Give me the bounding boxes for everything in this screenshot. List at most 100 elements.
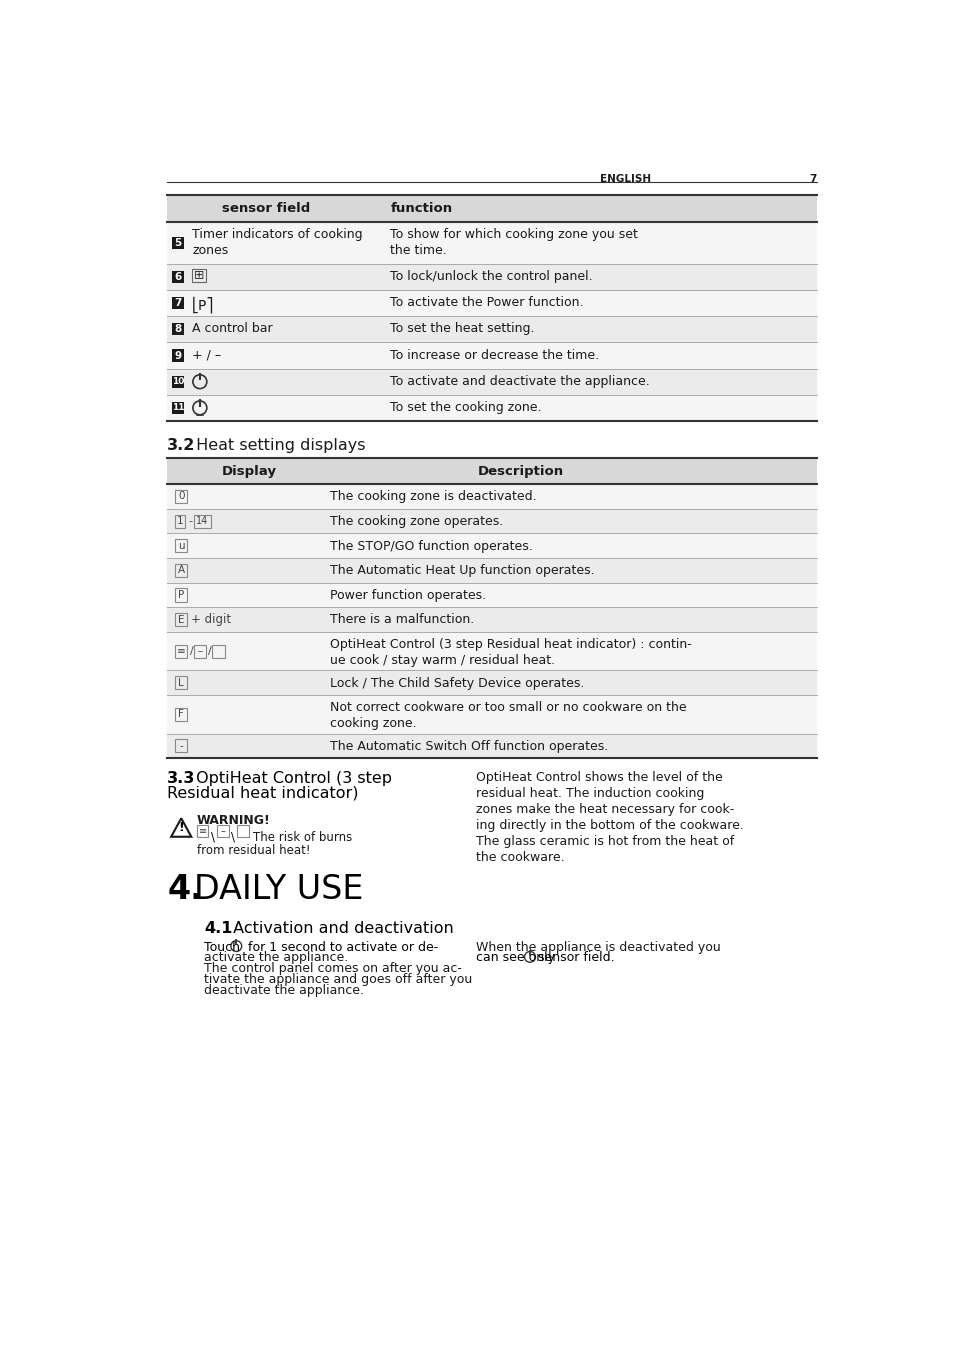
Text: The risk of burns: The risk of burns xyxy=(253,830,352,844)
Text: 10: 10 xyxy=(172,377,184,387)
Text: sensor field: sensor field xyxy=(221,201,310,215)
Text: 3.2: 3.2 xyxy=(167,438,195,453)
Text: Not correct cookware or too small or no cookware on the
cooking zone.: Not correct cookware or too small or no … xyxy=(330,702,686,730)
Text: u: u xyxy=(178,541,184,550)
Text: can see only: can see only xyxy=(476,952,554,964)
Text: activate the appliance.: activate the appliance. xyxy=(204,952,349,964)
Text: To increase or decrease the time.: To increase or decrease the time. xyxy=(390,349,599,361)
Bar xyxy=(196,825,208,837)
Text: L: L xyxy=(178,677,184,688)
Text: OptiHeat Control (3 step: OptiHeat Control (3 step xyxy=(191,771,391,786)
Bar xyxy=(167,222,816,264)
Bar xyxy=(167,607,816,631)
Bar xyxy=(167,484,816,508)
Bar xyxy=(167,291,816,316)
Text: 11: 11 xyxy=(172,403,184,412)
Text: F: F xyxy=(178,710,184,719)
Text: -: - xyxy=(179,741,183,750)
Text: The control panel comes on after you ac-: The control panel comes on after you ac- xyxy=(204,963,462,975)
Bar xyxy=(174,564,187,577)
Text: To lock/unlock the control panel.: To lock/unlock the control panel. xyxy=(390,270,593,283)
Text: deactivate the appliance.: deactivate the appliance. xyxy=(204,984,364,996)
Text: ⊞: ⊞ xyxy=(193,269,204,283)
Bar xyxy=(172,237,184,249)
Text: Residual heat indicator): Residual heat indicator) xyxy=(167,786,358,800)
Bar xyxy=(216,825,229,837)
Text: 8: 8 xyxy=(174,324,182,334)
Text: ⎣P⎤: ⎣P⎤ xyxy=(192,296,214,312)
Bar xyxy=(167,395,816,420)
Bar xyxy=(174,708,187,721)
Text: –: – xyxy=(220,826,225,836)
Text: function: function xyxy=(390,201,452,215)
Bar xyxy=(174,612,187,626)
Bar xyxy=(167,316,816,342)
Text: 7: 7 xyxy=(174,299,182,308)
Bar xyxy=(167,631,816,671)
Text: A control bar: A control bar xyxy=(192,322,273,335)
Text: Activation and deactivation: Activation and deactivation xyxy=(228,921,453,936)
Text: 9: 9 xyxy=(174,350,181,361)
Bar xyxy=(193,645,206,657)
Text: WARNING!: WARNING! xyxy=(196,814,271,826)
Bar xyxy=(167,583,816,607)
Text: sensor field.: sensor field. xyxy=(537,952,614,964)
Text: Lock / The Child Safety Device operates.: Lock / The Child Safety Device operates. xyxy=(330,676,584,690)
Bar xyxy=(172,270,184,283)
Bar xyxy=(167,558,816,583)
Bar xyxy=(167,264,816,291)
Text: ENGLISH: ENGLISH xyxy=(599,174,650,184)
Text: from residual heat!: from residual heat! xyxy=(196,844,310,857)
Bar xyxy=(172,323,184,335)
Text: 4.: 4. xyxy=(167,873,203,906)
Text: The cooking zone is deactivated.: The cooking zone is deactivated. xyxy=(330,491,537,503)
Text: + digit: + digit xyxy=(191,612,231,626)
Bar xyxy=(172,349,184,362)
Text: The Automatic Heat Up function operates.: The Automatic Heat Up function operates. xyxy=(330,564,594,577)
Text: ≡: ≡ xyxy=(176,646,186,656)
Bar xyxy=(193,515,211,527)
Text: -: - xyxy=(188,516,192,526)
Text: Description: Description xyxy=(476,465,563,477)
Text: \: \ xyxy=(211,830,214,844)
Text: Timer indicators of cooking
zones: Timer indicators of cooking zones xyxy=(192,228,362,257)
Bar xyxy=(174,588,187,602)
Text: DAILY USE: DAILY USE xyxy=(194,873,363,906)
Text: When the appliance is deactivated you: When the appliance is deactivated you xyxy=(476,941,720,953)
Text: for 1 second to activate or de-: for 1 second to activate or de- xyxy=(244,941,437,953)
Text: 14: 14 xyxy=(196,516,208,526)
Text: OptiHeat Control (3 step Residual heat indicator) : contin-
ue cook / stay warm : OptiHeat Control (3 step Residual heat i… xyxy=(330,638,691,667)
Bar xyxy=(172,402,184,414)
Bar xyxy=(167,369,816,395)
Text: /: / xyxy=(190,646,193,656)
Text: To show for which cooking zone you set
the time.: To show for which cooking zone you set t… xyxy=(390,228,638,257)
Text: 7: 7 xyxy=(808,174,816,184)
Bar xyxy=(167,342,816,369)
Text: 6: 6 xyxy=(174,272,182,283)
Text: Touch: Touch xyxy=(204,941,240,953)
Bar xyxy=(172,376,184,388)
Text: The cooking zone operates.: The cooking zone operates. xyxy=(330,515,503,527)
Text: Display: Display xyxy=(221,465,276,477)
Bar xyxy=(212,645,224,657)
Bar xyxy=(192,269,206,283)
Text: To activate and deactivate the appliance.: To activate and deactivate the appliance… xyxy=(390,375,650,388)
Bar xyxy=(174,489,187,503)
Text: ≡: ≡ xyxy=(198,826,207,836)
Bar xyxy=(174,515,185,527)
Bar xyxy=(174,645,187,657)
Text: + / –: + / – xyxy=(192,349,221,361)
Text: OptiHeat Control shows the level of the
residual heat. The induction cooking
zon: OptiHeat Control shows the level of the … xyxy=(476,771,742,864)
Text: There is a malfunction.: There is a malfunction. xyxy=(330,614,474,626)
Text: 5: 5 xyxy=(174,238,182,247)
Text: To set the cooking zone.: To set the cooking zone. xyxy=(390,402,541,414)
Bar xyxy=(167,195,816,222)
Text: Power function operates.: Power function operates. xyxy=(330,589,486,602)
Text: P: P xyxy=(178,589,184,600)
Text: To activate the Power function.: To activate the Power function. xyxy=(390,296,583,310)
Bar xyxy=(167,695,816,734)
Text: E: E xyxy=(178,615,184,625)
Text: 0: 0 xyxy=(178,491,184,502)
Text: A: A xyxy=(177,565,185,576)
Text: \: \ xyxy=(231,830,234,844)
